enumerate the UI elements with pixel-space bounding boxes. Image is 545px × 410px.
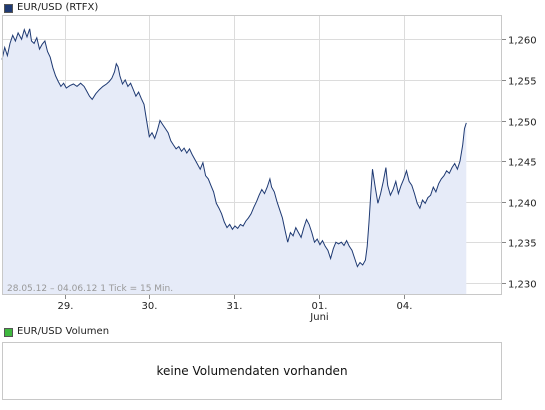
y-tick-label: 1,260 (508, 36, 537, 47)
y-tick-label: 1,250 (508, 118, 537, 129)
legend-price-label: EUR/USD (RTFX) (17, 2, 99, 13)
legend-volume-label: EUR/USD Volumen (17, 326, 110, 337)
legend-price-series: EUR/USD (RTFX) (4, 2, 98, 14)
y-tick-label: 1,240 (508, 199, 537, 210)
x-tick-sublabel: Juni (309, 312, 328, 323)
volume-series-swatch (4, 327, 13, 337)
y-tick-label: 1,230 (508, 280, 537, 291)
x-tick-label: 04. (397, 301, 413, 312)
y-tick-label: 1,255 (508, 77, 537, 88)
price-area-fill (2, 28, 467, 296)
volume-panel: keine Volumendaten vorhanden (2, 342, 502, 400)
volume-empty-message: keine Volumendaten vorhanden (156, 364, 348, 378)
y-tick-label: 1,245 (508, 158, 537, 169)
chart-range-info: 28.05.12 – 04.06.12 1 Tick = 15 Min. (7, 284, 173, 294)
x-axis-ticks: 29. 30. 31. 01.Juni 04. (58, 295, 413, 323)
y-tick-label: 1,235 (508, 239, 537, 250)
price-series-swatch (4, 3, 13, 13)
x-tick-label: 30. (142, 301, 158, 312)
y-axis-ticks: 1,230 1,235 1,240 1,245 1,250 1,255 1,260 (502, 36, 537, 291)
x-tick-label: 31. (227, 301, 243, 312)
price-series-line (1, 27, 467, 268)
x-tick-label: 29. (58, 301, 74, 312)
legend-volume-series: EUR/USD Volumen (4, 326, 109, 338)
x-tick-label: 01. (312, 301, 328, 312)
price-chart: 1,230 1,235 1,240 1,245 1,250 1,255 1,260 29. 3… (1, 15, 537, 323)
plot-frame (2, 15, 502, 295)
